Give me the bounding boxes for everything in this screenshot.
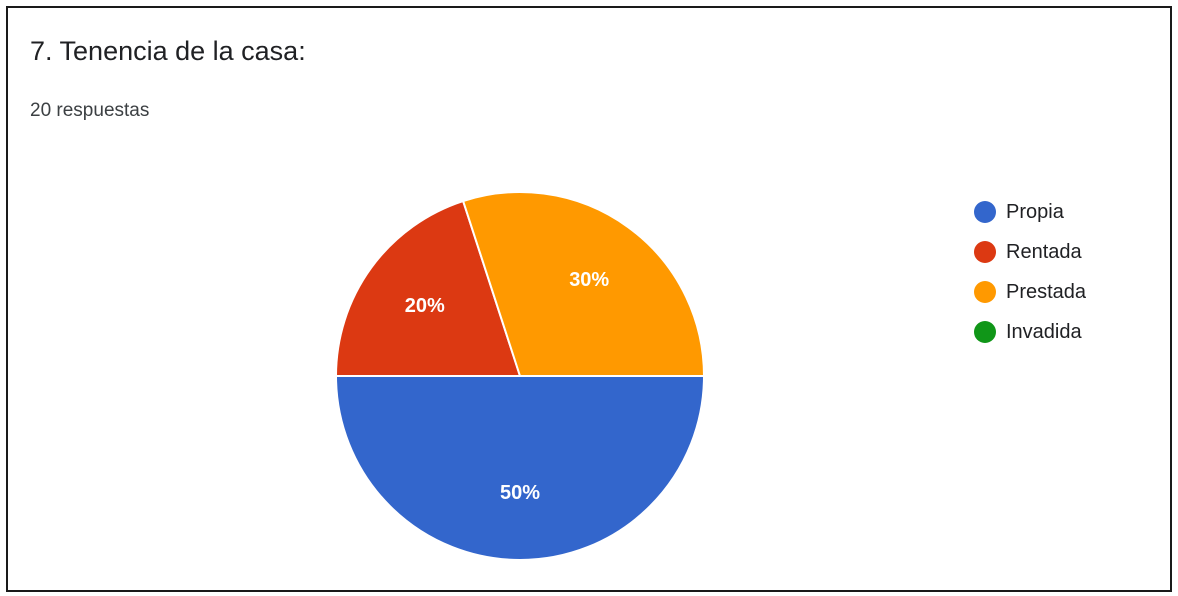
legend-label-invadida: Invadida — [1006, 320, 1082, 343]
legend-label-propia: Propia — [1006, 200, 1064, 223]
pie-slice-prestada[interactable] — [461, 191, 706, 377]
legend-swatch-prestada — [974, 281, 996, 303]
pie-slice-labels: 50% 20% 30% — [405, 269, 610, 504]
pie-chart: 50% 20% 30% — [334, 191, 706, 561]
legend-item-invadida[interactable]: Invadida — [974, 312, 1086, 352]
legend-swatch-propia — [974, 201, 996, 223]
pie-label-propia: 50% — [500, 482, 540, 504]
pie-slices — [334, 191, 706, 561]
legend-swatch-rentada — [974, 241, 996, 263]
legend-item-prestada[interactable]: Prestada — [974, 272, 1086, 312]
pie-slice-propia[interactable] — [334, 375, 706, 561]
response-count: 20 respuestas — [30, 100, 150, 121]
chart-title: 7. Tenencia de la casa: — [30, 36, 306, 66]
pie-label-prestada: 30% — [569, 269, 609, 291]
legend-label-rentada: Rentada — [1006, 240, 1082, 263]
legend-label-prestada: Prestada — [1006, 280, 1087, 303]
chart-card: 7. Tenencia de la casa: 20 respuestas 50… — [6, 6, 1172, 592]
pie-slice-rentada[interactable] — [334, 199, 522, 377]
legend-item-rentada[interactable]: Rentada — [974, 232, 1086, 272]
pie-label-rentada: 20% — [405, 295, 445, 317]
legend-item-propia[interactable]: Propia — [974, 192, 1086, 232]
legend: Propia Rentada Prestada Invadida — [974, 192, 1086, 352]
legend-swatch-invadida — [974, 321, 996, 343]
